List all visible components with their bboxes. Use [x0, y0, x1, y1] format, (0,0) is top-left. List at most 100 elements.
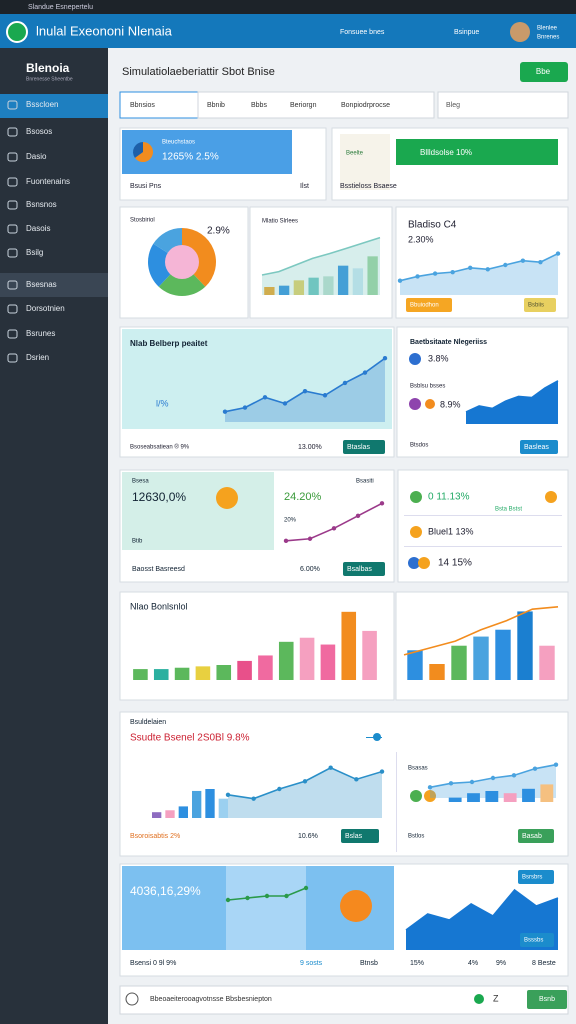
point: [448, 781, 454, 786]
label: Bnrenes: [537, 35, 559, 41]
label[interactable]: Fuontenains: [26, 177, 70, 186]
nav-icon: [7, 100, 18, 110]
label[interactable]: Bsnsnos: [26, 200, 57, 209]
label: Bsstieloss Bsaese: [340, 183, 397, 190]
label[interactable]: Dorsotnien: [26, 304, 65, 313]
line: [399, 252, 559, 282]
send-button[interactable]: [527, 990, 567, 1009]
label[interactable]: Dasois: [26, 224, 50, 233]
badge: [343, 440, 385, 454]
point: [469, 779, 475, 785]
bar: [323, 276, 334, 295]
label[interactable]: Bonpiodrprocse: [341, 102, 390, 109]
point: [303, 885, 309, 891]
label: Bladiso C4: [408, 220, 457, 231]
point: [277, 786, 282, 792]
bar: [278, 641, 294, 680]
decor: [396, 752, 397, 852]
decor: [122, 472, 274, 550]
line: [405, 888, 559, 931]
label: 4%: [468, 960, 478, 967]
label: Bluel1 13%: [428, 526, 474, 536]
label: Bsensi 0 9l 9%: [130, 960, 176, 967]
point: [264, 893, 270, 899]
area-fill: [400, 253, 558, 295]
bar: [216, 665, 232, 680]
nav-icon: [7, 224, 18, 234]
label[interactable]: Bsosos: [26, 127, 52, 136]
icon: [410, 526, 422, 538]
label[interactable]: Bsilg: [26, 248, 43, 257]
input-icon: [125, 992, 139, 1006]
dropdown[interactable]: [437, 91, 569, 119]
label: 3.8%: [428, 353, 449, 363]
icon: [410, 491, 422, 503]
label[interactable]: Beriorgn: [290, 102, 317, 109]
bar: [539, 645, 555, 680]
bar: [293, 280, 305, 295]
point: [322, 393, 328, 398]
label: Nlao Bonlsnlol: [130, 601, 188, 611]
point: [307, 536, 313, 541]
label[interactable]: Dsrien: [26, 353, 49, 362]
label[interactable]: Bbbs: [251, 102, 267, 109]
nav-icon: [7, 304, 18, 314]
search-box[interactable]: [119, 91, 199, 119]
label: Bteuchstaos: [162, 140, 195, 146]
label: Bsasas: [408, 766, 428, 772]
bar: [174, 667, 190, 680]
badge: [518, 829, 554, 843]
badge: [520, 440, 558, 454]
point: [251, 796, 256, 801]
point: [362, 370, 368, 375]
label: 2.30%: [408, 234, 434, 244]
point: [331, 526, 337, 531]
badge: [524, 298, 556, 312]
pie-slice: [133, 142, 143, 158]
decor: [404, 546, 562, 547]
bar: [367, 256, 378, 295]
label: Bstlos: [408, 834, 424, 840]
nav-icon: [7, 127, 18, 137]
icon: [425, 399, 435, 409]
input-bar[interactable]: [119, 985, 569, 1015]
label: Stosbiriol: [130, 218, 155, 224]
decor: [396, 139, 558, 165]
label[interactable]: Dasio: [26, 152, 47, 161]
bar: [258, 655, 273, 680]
label[interactable]: Bsscloen: [26, 100, 58, 109]
point: [245, 895, 250, 901]
bar: [503, 793, 517, 802]
bar: [337, 265, 349, 295]
bar: [485, 791, 499, 802]
label: 8 Beste: [532, 960, 556, 967]
bar: [362, 630, 377, 680]
nav-icon: [7, 152, 18, 162]
bar: [264, 287, 275, 295]
label: 9%: [496, 960, 506, 967]
bar: [467, 793, 480, 802]
point: [415, 274, 420, 279]
point: [262, 395, 268, 400]
label: Btaslas: [347, 444, 370, 451]
label[interactable]: Bsrunes: [26, 329, 55, 338]
label: Basleas: [524, 444, 549, 451]
icon: [545, 491, 557, 503]
label[interactable]: Bbnib: [207, 102, 225, 109]
label: Bleg: [446, 102, 460, 109]
bar: [299, 637, 315, 680]
bar: [195, 666, 211, 680]
toolbar-button[interactable]: [520, 62, 568, 82]
nav-icon: [7, 248, 18, 258]
sidebar: [0, 48, 108, 1024]
point: [553, 762, 559, 767]
logo: [6, 21, 28, 43]
bar: [308, 277, 319, 295]
active-item: [0, 94, 108, 118]
label[interactable]: Bsesnas: [26, 280, 57, 289]
bar: [473, 636, 489, 680]
point: [432, 271, 438, 276]
label: 8.9%: [440, 399, 461, 409]
